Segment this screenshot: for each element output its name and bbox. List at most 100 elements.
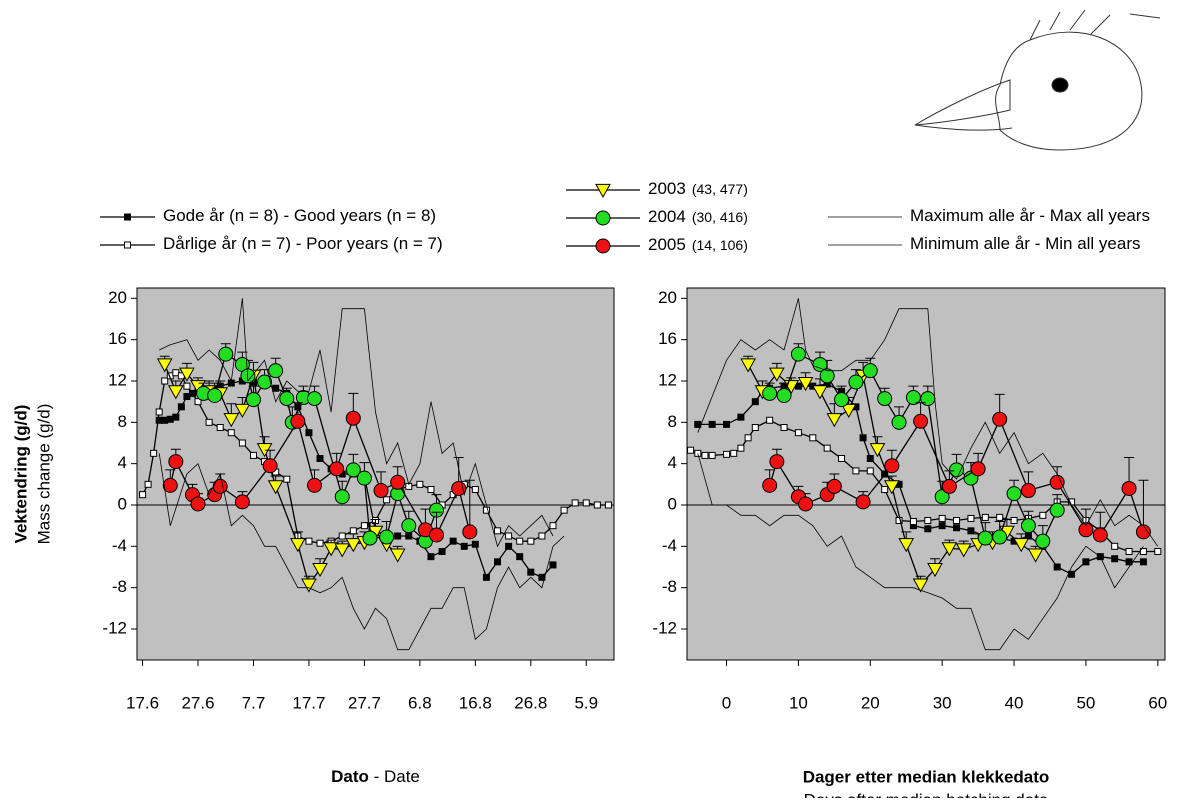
marker bbox=[155, 408, 163, 416]
marker bbox=[1049, 474, 1065, 490]
marker bbox=[797, 376, 814, 392]
y-tick-label: 0 bbox=[118, 494, 127, 513]
marker bbox=[329, 461, 345, 477]
y-tick-label: -8 bbox=[662, 577, 677, 596]
legend-name: 2003 bbox=[648, 179, 686, 198]
y-tick-label: -4 bbox=[662, 536, 677, 555]
marker bbox=[216, 424, 224, 431]
bird-eye bbox=[1051, 77, 1069, 93]
marker bbox=[812, 356, 828, 372]
marker bbox=[977, 530, 993, 546]
legend-name: 2004 bbox=[648, 207, 686, 226]
marker bbox=[383, 496, 391, 504]
marker bbox=[708, 451, 716, 459]
marker bbox=[869, 443, 886, 458]
series-line bbox=[697, 298, 1159, 547]
marker bbox=[1139, 548, 1147, 555]
x-axis-label-no: Dager etter median klekkedato bbox=[803, 767, 1050, 786]
marker bbox=[1020, 483, 1036, 499]
plot-area bbox=[136, 287, 615, 661]
marker bbox=[1092, 527, 1108, 543]
marker bbox=[859, 434, 867, 442]
marker bbox=[1010, 517, 1018, 524]
marker bbox=[812, 385, 828, 400]
legend-label: Dårlige år (n = 7) - Poor years (n = 7) bbox=[163, 234, 443, 253]
marker bbox=[920, 391, 936, 407]
y-tick-label: 8 bbox=[668, 412, 677, 431]
marker bbox=[798, 496, 814, 512]
marker bbox=[737, 413, 745, 421]
y-tick-label: -8 bbox=[112, 577, 127, 596]
y-axis-label-no: Vektendring (g/d) bbox=[11, 405, 30, 544]
marker bbox=[766, 416, 774, 424]
legend-label: Minimum alle år - Min all years bbox=[910, 234, 1141, 253]
y-axis-label-en: Mass change (g/d) bbox=[34, 404, 53, 545]
marker bbox=[884, 458, 900, 474]
legend-marker bbox=[595, 210, 611, 226]
marker bbox=[316, 455, 324, 462]
marker bbox=[289, 538, 306, 553]
marker bbox=[1020, 518, 1036, 534]
marker bbox=[762, 477, 778, 493]
marker bbox=[1125, 548, 1133, 555]
marker bbox=[862, 363, 878, 379]
legend-label: 2005 (14, 106) bbox=[648, 235, 748, 254]
marker bbox=[345, 462, 361, 478]
y-tick-label: 4 bbox=[668, 453, 677, 472]
marker bbox=[708, 420, 716, 428]
y-tick-label: 4 bbox=[118, 453, 127, 472]
legend-name: Dårlige år (n = 7) - Poor years (n = 7) bbox=[163, 234, 443, 253]
marker bbox=[205, 418, 213, 426]
marker bbox=[183, 382, 191, 390]
marker bbox=[234, 403, 251, 418]
x-tick-label: 5.9 bbox=[574, 693, 598, 712]
legend-name: Minimum alle år - Min all years bbox=[910, 234, 1141, 253]
marker bbox=[227, 429, 235, 437]
x-tick-label: 40 bbox=[1005, 693, 1024, 712]
marker bbox=[429, 527, 445, 543]
marker bbox=[538, 532, 546, 540]
marker bbox=[262, 458, 278, 474]
marker bbox=[144, 480, 152, 488]
series-line bbox=[697, 453, 1144, 651]
x-tick-label: 10 bbox=[789, 693, 808, 712]
marker bbox=[323, 542, 339, 557]
marker bbox=[819, 368, 835, 384]
marker bbox=[268, 363, 284, 379]
y-tick-label: 8 bbox=[118, 412, 127, 431]
bird-feathers bbox=[1029, 9, 1161, 41]
bird-head bbox=[995, 31, 1143, 151]
marker bbox=[840, 403, 857, 418]
marker bbox=[1139, 558, 1147, 566]
legend-marker bbox=[124, 241, 131, 249]
marker bbox=[362, 530, 378, 546]
marker bbox=[482, 573, 490, 581]
marker bbox=[312, 562, 328, 578]
marker bbox=[826, 413, 843, 428]
marker bbox=[161, 377, 169, 385]
marker bbox=[898, 538, 915, 553]
marker bbox=[334, 489, 350, 505]
x-tick-label: 0 bbox=[722, 693, 731, 712]
marker bbox=[1121, 480, 1137, 496]
marker bbox=[238, 439, 246, 447]
marker bbox=[953, 517, 961, 524]
marker bbox=[290, 413, 306, 429]
marker bbox=[909, 518, 917, 526]
marker bbox=[356, 470, 372, 486]
marker bbox=[730, 449, 738, 457]
bird-beak-lower bbox=[914, 124, 1013, 131]
marker bbox=[955, 543, 972, 558]
marker bbox=[1111, 555, 1119, 563]
marker bbox=[866, 455, 874, 462]
error-bar bbox=[1138, 479, 1149, 532]
marker bbox=[416, 480, 424, 488]
y-tick-label: -12 bbox=[652, 618, 677, 637]
marker bbox=[223, 413, 240, 428]
marker bbox=[593, 501, 601, 509]
x-tick-label: 26.8 bbox=[514, 693, 547, 712]
bird-drawing bbox=[914, 9, 1161, 151]
marker bbox=[723, 420, 731, 428]
marker bbox=[881, 486, 889, 493]
marker bbox=[769, 454, 785, 470]
